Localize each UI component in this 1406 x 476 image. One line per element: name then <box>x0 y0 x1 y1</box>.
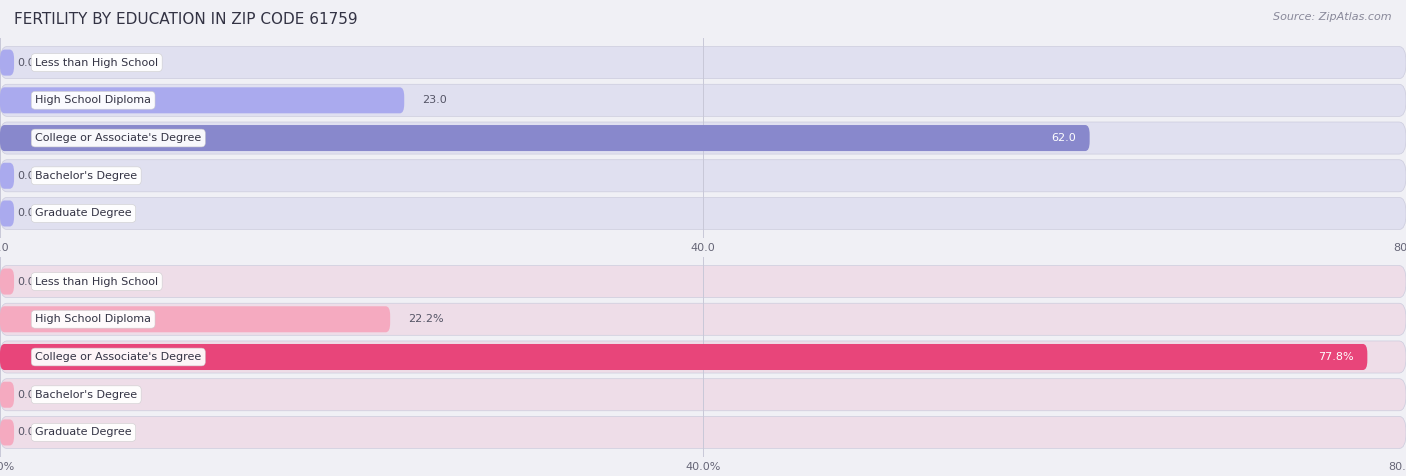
FancyBboxPatch shape <box>0 303 1406 335</box>
Text: 0.0%: 0.0% <box>17 390 46 400</box>
FancyBboxPatch shape <box>0 382 14 408</box>
Text: 0.0%: 0.0% <box>17 277 46 287</box>
FancyBboxPatch shape <box>0 198 1406 229</box>
Text: College or Associate's Degree: College or Associate's Degree <box>35 133 201 143</box>
Text: High School Diploma: High School Diploma <box>35 95 152 105</box>
FancyBboxPatch shape <box>0 200 14 227</box>
Text: 0.0%: 0.0% <box>17 427 46 437</box>
FancyBboxPatch shape <box>0 266 1406 298</box>
Text: Graduate Degree: Graduate Degree <box>35 208 132 218</box>
FancyBboxPatch shape <box>0 419 14 446</box>
Text: Source: ZipAtlas.com: Source: ZipAtlas.com <box>1274 12 1392 22</box>
FancyBboxPatch shape <box>0 47 1406 79</box>
Text: Less than High School: Less than High School <box>35 277 159 287</box>
Text: 23.0: 23.0 <box>422 95 447 105</box>
Text: High School Diploma: High School Diploma <box>35 314 152 324</box>
FancyBboxPatch shape <box>0 122 1406 154</box>
FancyBboxPatch shape <box>0 84 1406 116</box>
Text: 77.8%: 77.8% <box>1317 352 1353 362</box>
FancyBboxPatch shape <box>0 379 1406 411</box>
Text: 62.0: 62.0 <box>1050 133 1076 143</box>
FancyBboxPatch shape <box>0 268 14 295</box>
Text: Graduate Degree: Graduate Degree <box>35 427 132 437</box>
Text: 22.2%: 22.2% <box>408 314 443 324</box>
Text: 0.0: 0.0 <box>17 208 35 218</box>
FancyBboxPatch shape <box>0 160 1406 192</box>
FancyBboxPatch shape <box>0 50 14 76</box>
FancyBboxPatch shape <box>0 341 1406 373</box>
FancyBboxPatch shape <box>0 416 1406 448</box>
Text: College or Associate's Degree: College or Associate's Degree <box>35 352 201 362</box>
Text: Bachelor's Degree: Bachelor's Degree <box>35 171 138 181</box>
FancyBboxPatch shape <box>0 163 14 189</box>
FancyBboxPatch shape <box>0 125 1090 151</box>
Text: Bachelor's Degree: Bachelor's Degree <box>35 390 138 400</box>
Text: 0.0: 0.0 <box>17 171 35 181</box>
Text: Less than High School: Less than High School <box>35 58 159 68</box>
FancyBboxPatch shape <box>0 306 389 332</box>
FancyBboxPatch shape <box>0 344 1367 370</box>
Text: 0.0: 0.0 <box>17 58 35 68</box>
Text: FERTILITY BY EDUCATION IN ZIP CODE 61759: FERTILITY BY EDUCATION IN ZIP CODE 61759 <box>14 12 357 27</box>
FancyBboxPatch shape <box>0 87 405 113</box>
